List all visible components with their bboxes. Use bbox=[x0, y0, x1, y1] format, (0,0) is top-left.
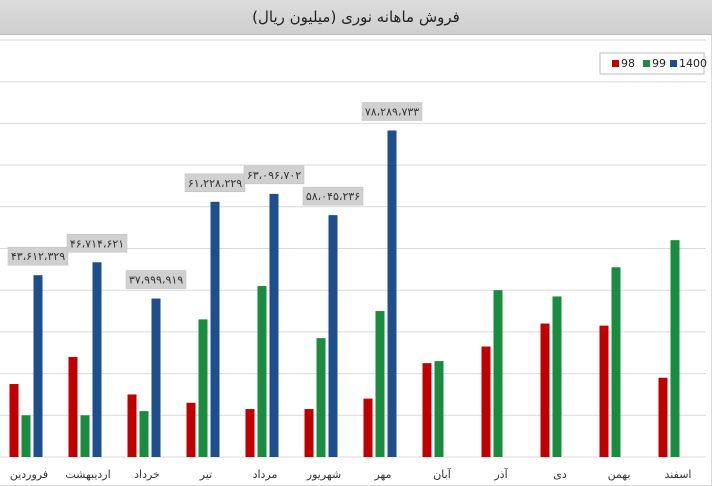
x-tick-label: مهر bbox=[373, 468, 391, 481]
bars bbox=[9, 130, 680, 458]
x-tick-label: خرداد bbox=[134, 468, 160, 481]
data-label: ۵۸،۰۴۵،۲۳۶ bbox=[306, 190, 360, 203]
bar-1400-1 bbox=[33, 275, 43, 457]
bar-98-3 bbox=[127, 394, 137, 457]
bar-99-8 bbox=[434, 361, 444, 457]
bar-1400-3 bbox=[151, 298, 161, 457]
data-label: ۳۷،۹۹۹،۹۱۹ bbox=[129, 274, 183, 287]
x-tick-label: تیر bbox=[199, 468, 212, 481]
legend-label-98: 98 bbox=[621, 57, 635, 70]
legend-swatch-98 bbox=[612, 60, 619, 67]
legend-swatch-99 bbox=[643, 60, 650, 67]
x-tick-label: آبان bbox=[433, 467, 451, 481]
data-label: ۴۶،۷۱۴،۶۲۱ bbox=[70, 237, 124, 250]
x-tick-label: اسفند bbox=[665, 468, 692, 481]
bar-1400-6 bbox=[328, 215, 338, 457]
x-tick-label: دی bbox=[553, 468, 567, 481]
data-label-box bbox=[302, 186, 364, 206]
bar-98-7 bbox=[363, 398, 373, 457]
chart-title-bar: فروش ماهانه نوری (میلیون ریال) bbox=[0, 0, 712, 35]
bar-98-12 bbox=[658, 377, 668, 457]
x-tick-label: مرداد bbox=[253, 468, 278, 481]
data-label-box bbox=[66, 234, 128, 253]
data-label: ۶۱،۲۲۸،۲۲۹ bbox=[188, 177, 242, 190]
data-label-box bbox=[361, 102, 423, 121]
x-tick-label: فروردین bbox=[10, 468, 48, 481]
bar-99-4 bbox=[198, 319, 208, 457]
bar-98-1 bbox=[9, 384, 19, 457]
bar-98-4 bbox=[186, 402, 196, 457]
legend-swatch-1400 bbox=[670, 60, 677, 67]
bar-99-6 bbox=[316, 338, 326, 457]
bar-98-10 bbox=[540, 323, 550, 457]
bar-98-9 bbox=[481, 346, 491, 457]
data-label: ۷۸،۲۸۹،۷۳۳ bbox=[365, 105, 419, 118]
data-labels: ۴۳،۶۱۲،۳۲۹ ۴۶،۷۱۴،۶۲۱ ۳۷،۹۹۹،۹۱۹ ۶۱،۲۲۸،۲۲۹… bbox=[7, 102, 423, 289]
bar-99-1 bbox=[21, 415, 31, 457]
x-tick-label: بهمن bbox=[608, 468, 631, 481]
bar-98-8 bbox=[422, 363, 432, 457]
data-label-box bbox=[125, 270, 187, 289]
x-tick-label: اردیبهشت bbox=[65, 468, 110, 481]
legend-label-99: 99 bbox=[652, 57, 666, 70]
bar-98-5 bbox=[245, 409, 255, 457]
bar-98-6 bbox=[304, 409, 314, 457]
data-label: ۶۳،۰۹۶،۷۰۲ bbox=[247, 169, 301, 182]
bar-98-11 bbox=[599, 325, 609, 457]
legend: 98 99 1400 bbox=[599, 52, 707, 75]
bar-1400-2 bbox=[92, 262, 102, 457]
data-label-box bbox=[243, 165, 305, 185]
bar-1400-4 bbox=[210, 201, 220, 457]
bar-99-11 bbox=[611, 267, 621, 457]
legend-box bbox=[599, 52, 705, 75]
gridlines bbox=[0, 39, 706, 458]
bar-99-7 bbox=[375, 311, 385, 457]
bar-99-5 bbox=[257, 286, 267, 457]
bar-99-10 bbox=[552, 296, 562, 457]
legend-label-1400: 1400 bbox=[679, 57, 707, 70]
x-tick-label: آذر bbox=[493, 467, 508, 481]
x-ticks: فروردین اردیبهشت خرداد تیر مرداد شهریور مهر آبا… bbox=[10, 467, 692, 481]
bar-99-3 bbox=[139, 411, 149, 457]
bar-99-2 bbox=[80, 415, 90, 457]
x-tick-label: شهریور bbox=[306, 468, 341, 481]
bar-1400-5 bbox=[269, 193, 279, 458]
bar-98-2 bbox=[68, 356, 78, 457]
data-label: ۴۳،۶۱۲،۳۲۹ bbox=[11, 250, 65, 263]
bar-99-12 bbox=[670, 240, 680, 457]
bar-1400-7 bbox=[387, 130, 397, 457]
bar-99-9 bbox=[493, 290, 503, 457]
data-label-box bbox=[7, 246, 69, 266]
chart-title: فروش ماهانه نوری (میلیون ریال) bbox=[252, 8, 460, 26]
